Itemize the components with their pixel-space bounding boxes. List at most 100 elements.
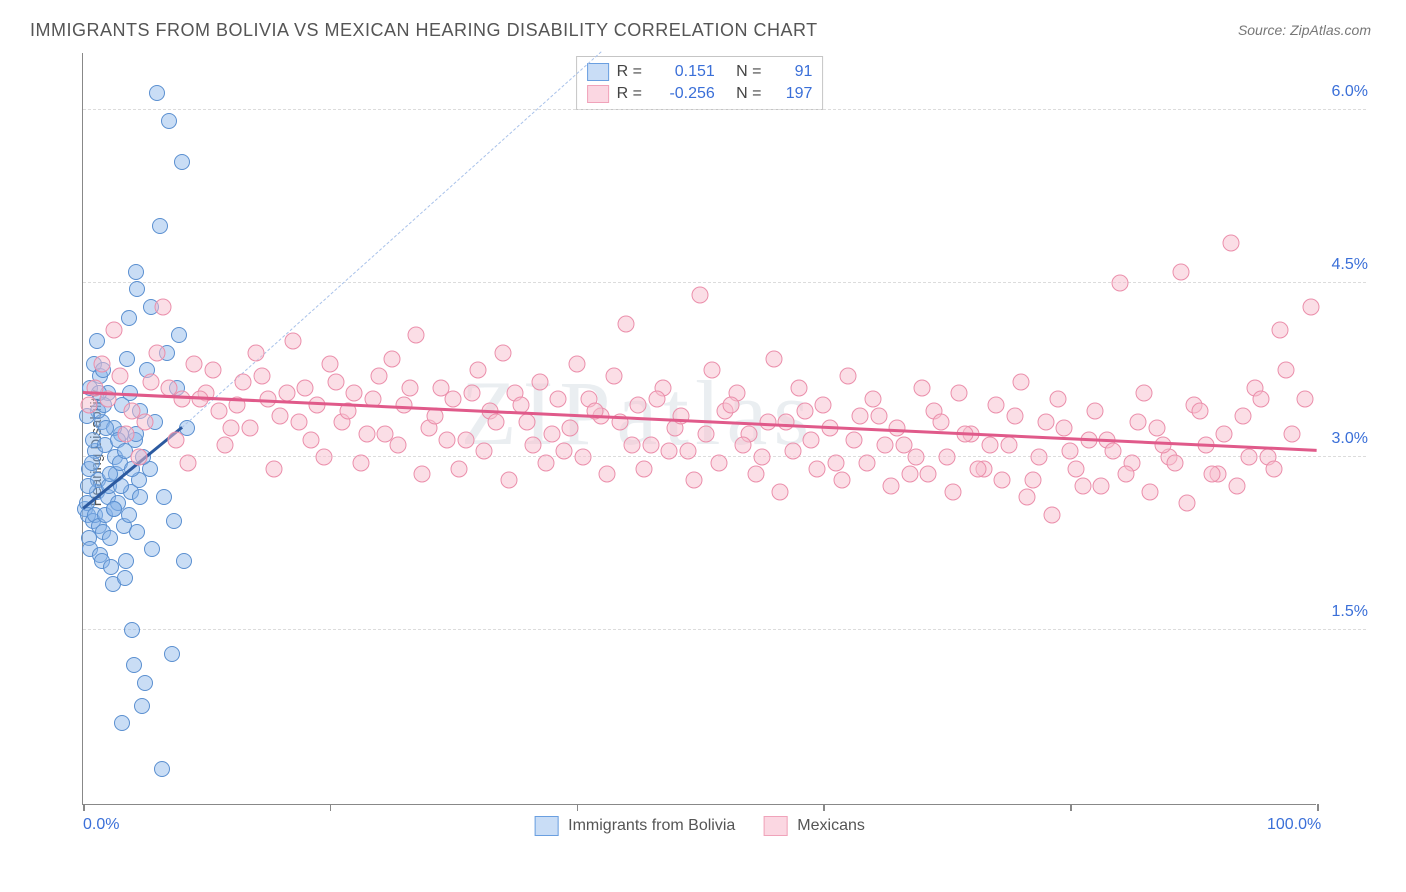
scatter-point: [103, 559, 119, 575]
scatter-point: [247, 344, 264, 361]
scatter-point: [426, 408, 443, 425]
scatter-point: [500, 472, 517, 489]
scatter-point: [414, 466, 431, 483]
scatter-point: [408, 327, 425, 344]
scatter-point: [1302, 298, 1319, 315]
scatter-point: [617, 315, 634, 332]
scatter-point: [1019, 489, 1036, 506]
scatter-point: [1271, 321, 1288, 338]
scatter-point: [901, 466, 918, 483]
scatter-point: [315, 448, 332, 465]
scatter-point: [1068, 460, 1085, 477]
series-swatch: [763, 816, 787, 836]
scatter-point: [137, 675, 153, 691]
scatter-point: [1148, 420, 1165, 437]
trend-extension-dashed: [181, 51, 601, 428]
scatter-point: [278, 385, 295, 402]
scatter-point: [1136, 385, 1153, 402]
y-tick-label: 3.0%: [1332, 430, 1368, 448]
legend-n-value: 91: [778, 63, 812, 81]
scatter-point: [661, 443, 678, 460]
scatter-point: [118, 425, 135, 442]
scatter-point: [1074, 477, 1091, 494]
scatter-point: [174, 154, 190, 170]
scatter-point: [568, 356, 585, 373]
scatter-point: [1049, 391, 1066, 408]
scatter-point: [352, 454, 369, 471]
legend-stats-box: R = 0.151 N = 91R = -0.256 N = 197: [576, 56, 824, 110]
scatter-point: [537, 454, 554, 471]
scatter-point: [858, 454, 875, 471]
scatter-point: [1037, 414, 1054, 431]
scatter-point: [284, 333, 301, 350]
scatter-point: [89, 333, 105, 349]
scatter-point: [241, 420, 258, 437]
legend-swatch: [587, 85, 609, 103]
series-legend-item: Mexicans: [763, 816, 865, 836]
scatter-point: [149, 344, 166, 361]
scatter-point: [1154, 437, 1171, 454]
scatter-point: [451, 460, 468, 477]
x-tick-label: 0.0%: [83, 816, 119, 834]
scatter-point: [1012, 373, 1029, 390]
scatter-point: [994, 472, 1011, 489]
scatter-point: [778, 414, 795, 431]
scatter-point: [1043, 506, 1060, 523]
scatter-point: [303, 431, 320, 448]
scatter-point: [815, 396, 832, 413]
scatter-point: [129, 524, 145, 540]
scatter-point: [117, 570, 133, 586]
scatter-point: [1284, 425, 1301, 442]
scatter-point: [556, 443, 573, 460]
scatter-point: [1179, 495, 1196, 512]
scatter-point: [494, 344, 511, 361]
scatter-point: [543, 425, 560, 442]
scatter-point: [155, 298, 172, 315]
scatter-point: [1062, 443, 1079, 460]
scatter-point: [121, 310, 137, 326]
scatter-point: [772, 483, 789, 500]
scatter-point: [735, 437, 752, 454]
scatter-point: [173, 391, 190, 408]
scatter-point: [870, 408, 887, 425]
scatter-point: [1278, 362, 1295, 379]
scatter-point: [321, 356, 338, 373]
scatter-point: [988, 396, 1005, 413]
scatter-point: [833, 472, 850, 489]
scatter-point: [932, 414, 949, 431]
scatter-point: [1105, 443, 1122, 460]
scatter-point: [796, 402, 813, 419]
scatter-point: [784, 443, 801, 460]
scatter-point: [106, 501, 122, 517]
scatter-point: [877, 437, 894, 454]
scatter-point: [519, 414, 536, 431]
scatter-point: [803, 431, 820, 448]
scatter-point: [130, 448, 147, 465]
scatter-point: [704, 362, 721, 379]
scatter-point: [969, 460, 986, 477]
scatter-point: [488, 414, 505, 431]
scatter-point: [132, 489, 148, 505]
scatter-point: [636, 460, 653, 477]
scatter-point: [550, 391, 567, 408]
scatter-point: [981, 437, 998, 454]
scatter-point: [136, 414, 153, 431]
y-tick-label: 4.5%: [1332, 256, 1368, 274]
scatter-point: [562, 420, 579, 437]
scatter-point: [1253, 391, 1270, 408]
chart-title: IMMIGRANTS FROM BOLIVIA VS MEXICAN HEARI…: [30, 20, 1376, 41]
legend-r-label: R =: [617, 85, 651, 103]
scatter-point: [753, 448, 770, 465]
scatter-point: [297, 379, 314, 396]
scatter-point: [457, 431, 474, 448]
scatter-point: [790, 379, 807, 396]
scatter-point: [747, 466, 764, 483]
scatter-point: [574, 448, 591, 465]
legend-r-label: R =: [617, 63, 651, 81]
scatter-point: [102, 530, 118, 546]
x-tick: [83, 804, 85, 811]
scatter-point: [223, 420, 240, 437]
chart-container: IMMIGRANTS FROM BOLIVIA VS MEXICAN HEARI…: [0, 0, 1406, 892]
scatter-point: [840, 367, 857, 384]
scatter-point: [679, 443, 696, 460]
